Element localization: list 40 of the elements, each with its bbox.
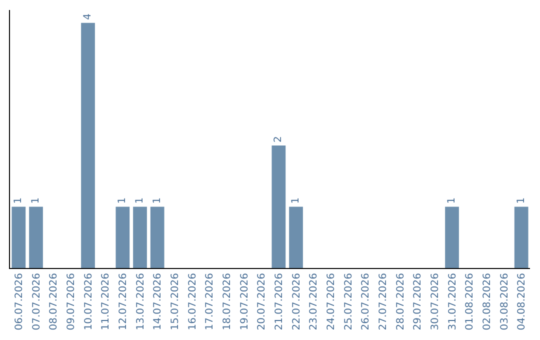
data-label: 1	[117, 197, 128, 204]
data-label: 1	[152, 197, 163, 204]
x-tick-label: 02.08.2026	[482, 273, 493, 330]
x-tick-label: 27.07.2026	[378, 273, 389, 330]
data-label: 1	[516, 197, 527, 204]
x-tick-label: 25.07.2026	[343, 273, 354, 330]
x-tick-label: 31.07.2026	[447, 273, 458, 330]
x-tick-label: 10.07.2026	[83, 273, 94, 330]
x-tick-label: 30.07.2026	[430, 273, 441, 330]
x-tick-label: 24.07.2026	[326, 273, 337, 330]
x-tick-label: 13.07.2026	[135, 273, 146, 330]
data-label: 1	[290, 197, 302, 204]
x-tick-label: 23.07.2026	[308, 273, 320, 330]
x-tick-label: 09.07.2026	[66, 273, 77, 330]
data-label: 2	[273, 136, 284, 142]
x-tick-label: 26.07.2026	[360, 273, 372, 330]
x-tick-label: 16.07.2026	[187, 273, 198, 330]
data-label: 4	[82, 14, 94, 20]
data-label: 1	[30, 197, 42, 204]
x-tick-label: 22.07.2026	[291, 273, 302, 330]
data-label: 1	[134, 197, 146, 204]
x-tick-label: 07.07.2026	[31, 273, 42, 330]
x-tick-label: 03.08.2026	[499, 273, 510, 330]
x-tick-label: 08.07.2026	[48, 273, 60, 330]
x-tick-label: 19.07.2026	[239, 273, 250, 330]
x-tick-label: 15.07.2026	[170, 273, 181, 330]
x-tick-label: 01.08.2026	[464, 273, 476, 330]
x-tick-label: 28.07.2026	[395, 273, 406, 330]
x-tick-label: 12.07.2026	[118, 273, 129, 330]
data-label: 1	[446, 197, 458, 204]
x-tick-label: 21.07.2026	[274, 273, 285, 330]
data-label: 1	[13, 197, 24, 204]
x-tick-label: 04.08.2026	[516, 273, 528, 330]
x-tick-label: 20.07.2026	[256, 273, 268, 330]
x-tick-label: 06.07.2026	[14, 273, 25, 330]
x-tick-label: 18.07.2026	[222, 273, 233, 330]
x-tick-label: 14.07.2026	[152, 273, 164, 330]
x-tick-label: 29.07.2026	[412, 273, 424, 330]
x-tick-label: 11.07.2026	[100, 273, 112, 330]
x-tick-label: 17.07.2026	[204, 273, 216, 330]
